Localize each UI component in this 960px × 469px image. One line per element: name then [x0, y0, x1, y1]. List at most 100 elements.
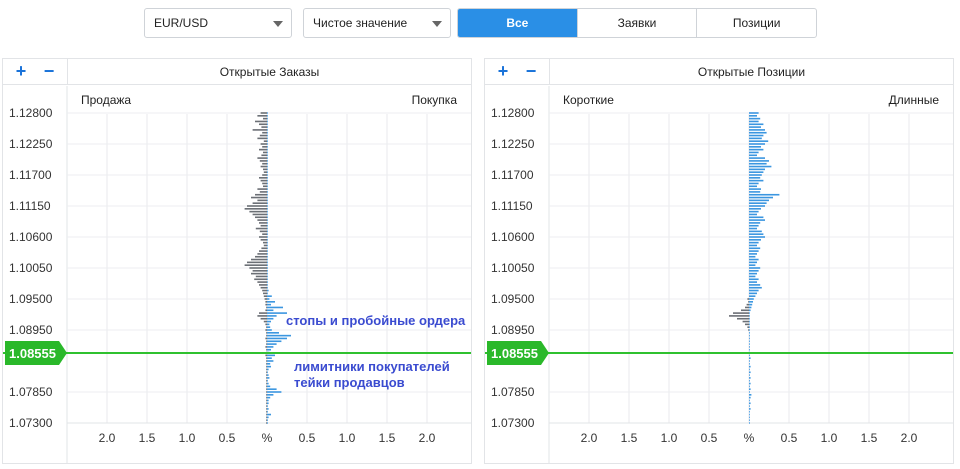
buy-bar — [267, 219, 268, 221]
x-tick-label: 1.5 — [861, 431, 878, 445]
instrument-select[interactable]: EUR/USD — [144, 8, 292, 38]
sell-bar — [262, 182, 267, 185]
sell-bar — [264, 298, 267, 300]
y-tick-label: 1.10050 — [9, 261, 53, 275]
buy-bar — [267, 326, 271, 328]
buy-bar — [749, 295, 756, 297]
y-tick-label: 1.09500 — [9, 292, 53, 306]
x-tick-label: 1.0 — [661, 431, 678, 445]
y-tick-label: 1.11150 — [9, 199, 51, 213]
sell-bar — [263, 140, 267, 142]
sell-bar — [244, 264, 267, 266]
buy-bar — [267, 315, 277, 317]
buy-bar — [267, 146, 268, 148]
mode-select[interactable]: Чистое значение — [303, 8, 451, 38]
buy-bar — [267, 281, 268, 283]
buy-bar — [749, 210, 759, 213]
buy-bar — [267, 348, 271, 351]
sell-bar — [265, 303, 267, 306]
x-tick-label: 0.5 — [219, 431, 236, 445]
sell-bar — [733, 312, 749, 314]
buy-bar — [749, 309, 751, 312]
buy-bar — [267, 332, 279, 334]
buy-bar — [267, 303, 271, 306]
sell-bar — [266, 422, 267, 424]
sell-bar — [266, 340, 267, 343]
y-tick-label: 1.12800 — [491, 106, 535, 120]
buy-bar — [749, 306, 752, 309]
buy-bar — [267, 255, 268, 258]
buy-bar — [267, 267, 268, 269]
buy-bar — [267, 191, 268, 193]
zoom-in-button[interactable]: + — [497, 61, 509, 81]
buy-bar — [749, 236, 765, 238]
buy-bar — [267, 241, 268, 244]
buy-bar — [267, 340, 282, 343]
buy-bar — [267, 337, 287, 340]
buy-bar — [267, 416, 269, 419]
sell-bar — [748, 329, 749, 331]
buy-bar — [749, 382, 751, 385]
sell-bar — [266, 334, 267, 337]
sell-bar — [257, 188, 267, 190]
buy-bar — [267, 199, 268, 202]
buy-bar — [267, 222, 268, 224]
buy-bar — [267, 368, 269, 371]
buy-bar — [267, 405, 268, 407]
x-tick-label: 1.5 — [379, 431, 396, 445]
sell-bar — [249, 267, 267, 269]
buy-bar — [749, 360, 750, 362]
buy-bar — [267, 174, 268, 176]
buy-bar — [267, 382, 269, 385]
buy-bar — [267, 188, 268, 190]
buy-bar — [267, 202, 268, 204]
sell-bar — [260, 165, 267, 168]
buy-bar — [267, 284, 268, 286]
buy-bar — [267, 413, 271, 416]
tab-all[interactable]: Все — [458, 9, 577, 37]
sell-bar — [251, 196, 267, 199]
right-side-label: Длинные — [889, 93, 940, 107]
sell-bar — [252, 270, 267, 272]
buy-bar — [267, 306, 283, 309]
buy-bar — [267, 224, 268, 227]
sell-bar — [259, 222, 267, 224]
buy-bar — [749, 224, 759, 227]
sell-bar — [266, 408, 267, 410]
buy-bar — [749, 182, 759, 185]
tab-orders[interactable]: Заявки — [576, 9, 697, 37]
x-tick-label: 2.0 — [99, 431, 116, 445]
sell-bar — [266, 360, 267, 362]
buy-bar — [267, 329, 272, 331]
buy-bar — [267, 346, 274, 348]
buy-bar — [267, 410, 268, 413]
x-tick-label: 2.0 — [901, 431, 918, 445]
buy-bar — [749, 408, 751, 410]
sell-bar — [266, 402, 267, 405]
sell-bar — [259, 236, 267, 238]
buy-bar — [267, 230, 268, 233]
buy-bar — [267, 309, 274, 312]
sell-bar — [254, 278, 267, 281]
buy-bar — [267, 151, 268, 154]
sell-bar — [255, 275, 267, 278]
buy-bar — [267, 258, 268, 261]
zoom-out-button[interactable]: − — [43, 61, 55, 81]
zoom-out-button[interactable]: − — [525, 61, 537, 81]
buy-bar — [749, 154, 757, 157]
orders-panel-title: Открытые Заказы — [67, 59, 471, 85]
buy-bar — [749, 374, 750, 376]
sell-bar — [262, 146, 267, 148]
buy-bar — [749, 255, 756, 258]
zoom-in-button[interactable]: + — [15, 61, 27, 81]
sell-bar — [265, 309, 267, 312]
sell-bar — [266, 379, 267, 382]
view-tabs: Все Заявки Позиции — [457, 8, 817, 38]
tab-positions[interactable]: Позиции — [696, 9, 816, 37]
buy-bar — [749, 151, 759, 154]
sell-bar — [266, 343, 267, 345]
buy-bar — [267, 193, 268, 196]
buy-bar — [267, 272, 268, 275]
sell-bar — [266, 405, 267, 407]
sell-bar — [259, 177, 267, 179]
